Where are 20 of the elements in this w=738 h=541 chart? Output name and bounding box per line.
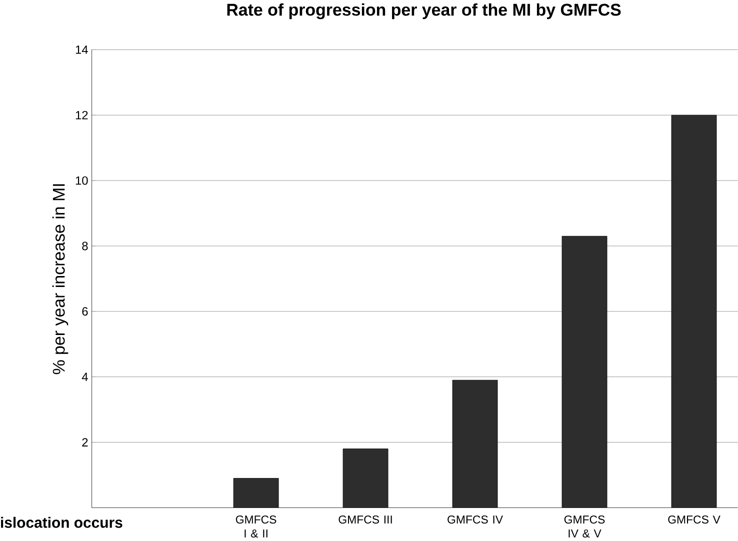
y-tick-label: 2 — [82, 438, 88, 447]
y-tick-label: 10 — [76, 176, 88, 185]
bar — [234, 478, 279, 508]
x-tick-label: GMFCS IV — [448, 516, 503, 524]
y-tick-label: 12 — [76, 111, 88, 120]
text: islocation occurs — [1, 516, 122, 528]
bar — [343, 448, 388, 508]
x-tick-label: GMFCS V — [668, 516, 720, 524]
bar — [562, 236, 608, 508]
chart-title: Rate of progression per year of the MI by GMFCS — [227, 3, 621, 20]
bar — [671, 115, 717, 508]
y-axis-title: % per year increase in MI — [52, 184, 68, 374]
bar — [452, 380, 498, 508]
x-tick-label: GMFCS I & II — [236, 516, 276, 538]
y-tick-label: 8 — [82, 242, 88, 250]
y-tick-label: 4 — [82, 372, 88, 382]
x-tick-label: GMFCS III — [338, 516, 392, 524]
x-tick-label: GMFCS IV & V — [564, 516, 605, 538]
y-tick-label: 6 — [82, 307, 88, 316]
y-tick-label: 14 — [76, 46, 88, 54]
